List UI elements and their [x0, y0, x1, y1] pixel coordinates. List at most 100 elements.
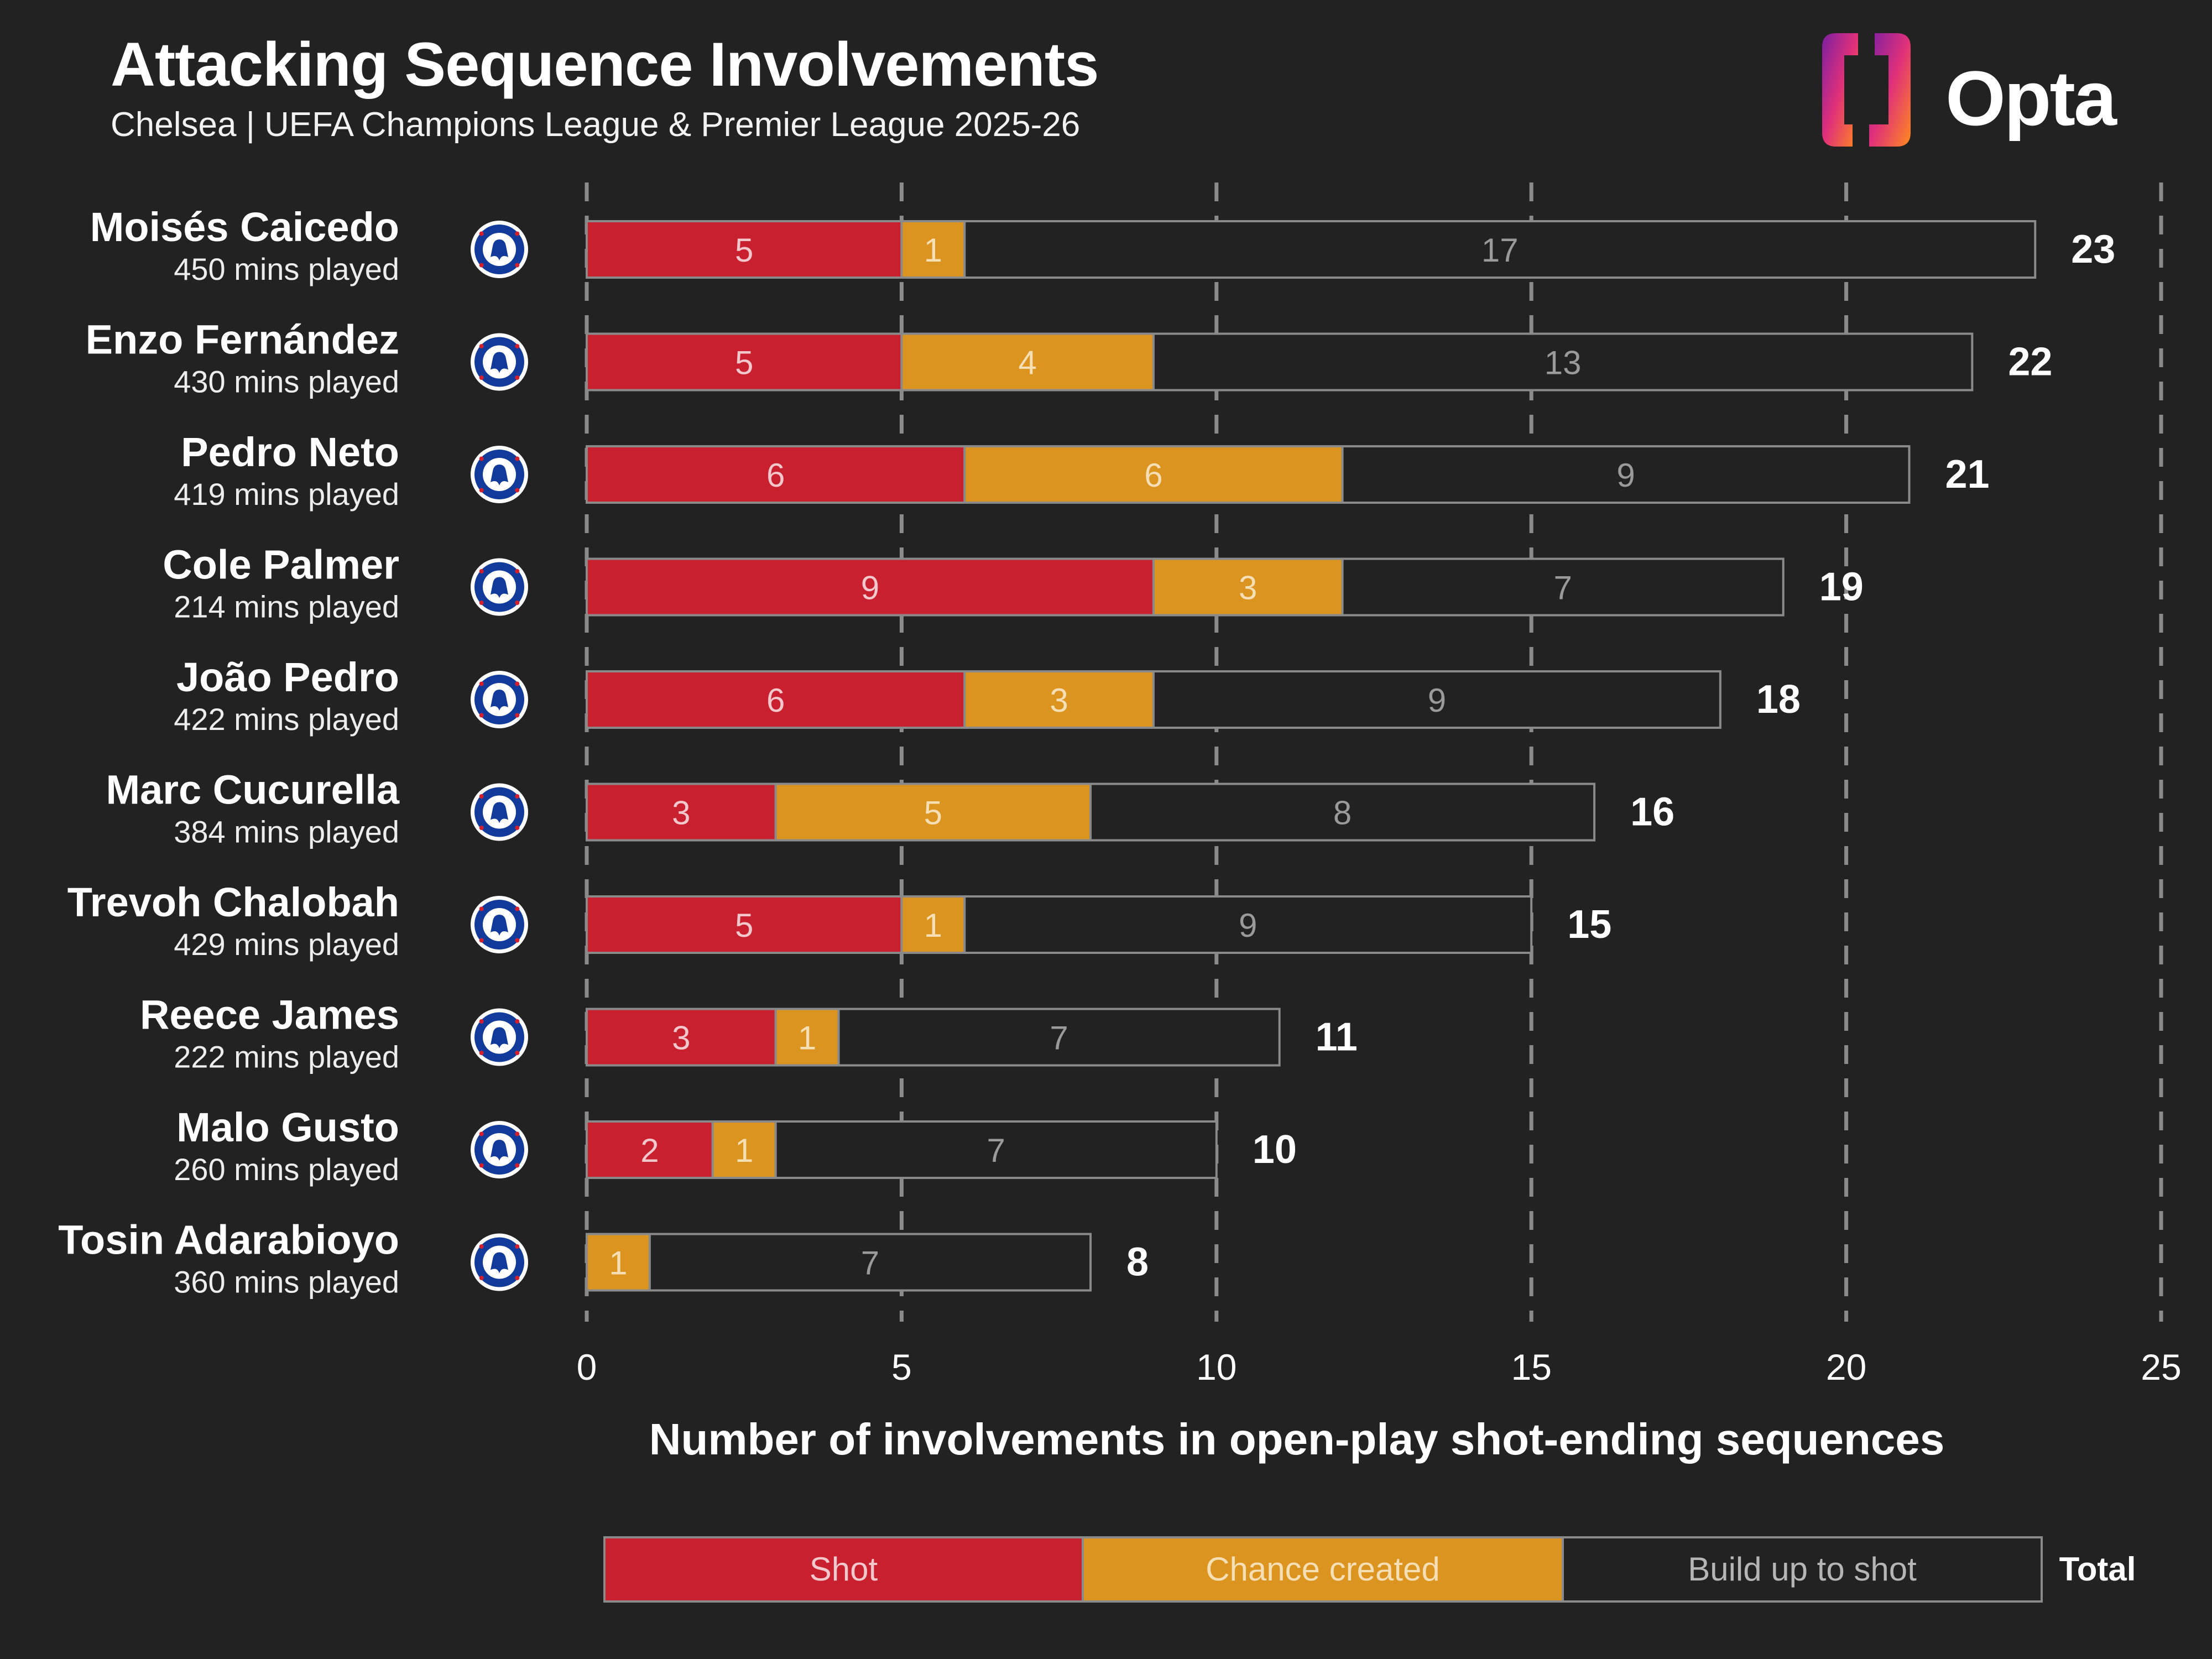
badge-rose-dot: [515, 938, 520, 943]
badge-rose-dot: [515, 231, 520, 236]
badge-rose-dot: [515, 569, 520, 573]
chelsea-badge-icon: [471, 1121, 528, 1178]
bar-segment-shot: [586, 782, 777, 842]
x-tick-label: 5: [891, 1347, 912, 1387]
badge-rose-dot: [479, 1163, 484, 1168]
badge-lion-shape: [491, 915, 508, 936]
badge-rose-dot: [515, 1163, 520, 1168]
player-minutes: 222 mins played: [174, 1040, 399, 1074]
bar-segment-build-up: [963, 895, 1533, 954]
bar-segment-chance-created: [900, 332, 1155, 392]
bar-segment-shot: [586, 445, 966, 504]
bar-segment-build-up: [1152, 332, 1974, 392]
badge-rose-dot: [479, 906, 484, 911]
badge-rose-dot: [515, 375, 520, 380]
chelsea-badge-icon: [471, 221, 528, 278]
bar-segment-chance-created: [900, 220, 966, 279]
total-label: 22: [2008, 340, 2052, 384]
bar-segment-chance-created: [900, 895, 966, 954]
player-minutes: 430 mins played: [174, 364, 399, 399]
bar-segment-shot: [586, 557, 1155, 617]
badge-rose-dot: [479, 601, 484, 605]
bar-value-label: 7: [861, 1245, 879, 1282]
player-minutes: 384 mins played: [174, 815, 399, 849]
total-label: 23: [2071, 227, 2115, 272]
chelsea-badge-icon: [471, 1233, 528, 1291]
badge-rose-dot: [515, 488, 520, 493]
badge-rose-dot: [479, 1131, 484, 1136]
player-minutes: 419 mins played: [174, 477, 399, 512]
bar-segment-build-up: [1089, 782, 1596, 842]
badge-rose-dot: [479, 681, 484, 686]
bar-segment-shot: [586, 1120, 714, 1179]
bar-value-label: 9: [1239, 907, 1257, 944]
bar-value-label: 6: [766, 682, 785, 719]
opta-brand: Opta: [1819, 30, 2129, 152]
x-tick-label: 25: [2141, 1347, 2181, 1387]
x-axis-title: Number of involvements in open-play shot…: [649, 1415, 1945, 1464]
badge-rose-dot: [479, 569, 484, 573]
bar-value-label: 13: [1545, 345, 1582, 382]
chelsea-badge-icon: [471, 333, 528, 391]
bar-value-label: 1: [609, 1245, 627, 1282]
total-label: 19: [1819, 565, 1864, 609]
badge-rose-dot: [515, 794, 520, 799]
bar-value-label: 7: [987, 1132, 1005, 1169]
badge-lion-shape: [491, 465, 508, 486]
opta-logo-icon: [1822, 33, 1911, 147]
badge-rose-dot: [479, 231, 484, 236]
badge-rose-dot: [479, 794, 484, 799]
x-tick-label: 0: [577, 1347, 597, 1387]
badge-rose-dot: [479, 456, 484, 461]
badge-rose-dot: [515, 826, 520, 830]
bar-segment-shot: [586, 670, 966, 729]
bar-value-label: 1: [798, 1020, 816, 1057]
bar-value-label: 7: [1050, 1020, 1068, 1057]
legend: Shot Chance created Build up to shot Total: [603, 1536, 2136, 1603]
badge-lion-shape: [491, 1027, 508, 1048]
bars-layer: 5 1 17 235 4 13 226 6 9 219 3 7 196 3 9 183 5 8 165 1 9 153 1 7…: [586, 220, 2115, 1292]
player-name: Moisés Caicedo: [90, 204, 399, 250]
x-tick-label: 15: [1511, 1347, 1551, 1387]
bar-segment-build-up: [1341, 557, 1785, 617]
badge-rose-dot: [515, 1276, 520, 1280]
player-name: Marc Cucurella: [106, 767, 399, 813]
total-label: 10: [1253, 1128, 1297, 1172]
badge-rose-dot: [479, 1019, 484, 1024]
bar-value-label: 1: [924, 907, 942, 944]
player-minutes: 422 mins played: [174, 702, 399, 737]
bar-segment-build-up: [648, 1233, 1092, 1292]
badge-rose-dot: [515, 456, 520, 461]
badge-lion-shape: [491, 352, 508, 373]
chelsea-badge-icon: [471, 558, 528, 616]
badge-rose-dot: [479, 826, 484, 830]
bar-segment-build-up: [837, 1008, 1281, 1067]
bar-value-label: 17: [1481, 232, 1519, 269]
bar-value-label: 5: [924, 795, 942, 832]
chart-subtitle: Chelsea | UEFA Champions League & Premie…: [111, 106, 1081, 144]
player-name: Tosin Adarabioyo: [58, 1217, 399, 1263]
bar-value-label: 1: [924, 232, 942, 269]
player-minutes: 260 mins played: [174, 1152, 399, 1187]
chelsea-badge-icon: [471, 896, 528, 953]
total-label: 8: [1126, 1240, 1149, 1285]
player-name: Trevoh Chalobah: [67, 879, 399, 925]
bar-value-label: 9: [1616, 457, 1635, 494]
bar-value-label: 9: [861, 570, 879, 607]
bar-segment-shot: [586, 332, 903, 392]
badge-lion-shape: [491, 802, 508, 823]
bar-value-label: 2: [640, 1132, 659, 1169]
bar-value-label: 3: [1050, 682, 1068, 719]
bar-value-label: 9: [1428, 682, 1446, 719]
bar-value-label: 6: [1144, 457, 1162, 494]
player-name: Reece James: [140, 992, 399, 1038]
badge-rose-dot: [479, 375, 484, 380]
badge-rose-dot: [479, 1276, 484, 1280]
player-minutes: 214 mins played: [174, 589, 399, 624]
badge-rose-dot: [515, 1019, 520, 1024]
badge-rose-dot: [515, 344, 520, 348]
badge-rose-dot: [515, 1131, 520, 1136]
bar-segment-build-up: [1341, 445, 1911, 504]
chelsea-badge-icon: [471, 671, 528, 728]
